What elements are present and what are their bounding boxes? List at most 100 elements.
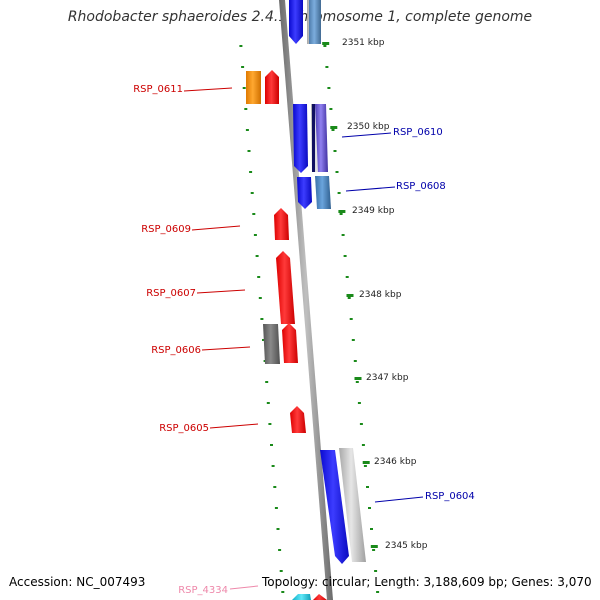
tick-mark bbox=[370, 528, 373, 530]
major-tick-mark bbox=[338, 210, 346, 213]
tick-mark bbox=[347, 297, 351, 299]
gene-arrow[interactable] bbox=[315, 104, 328, 172]
gene-arrow[interactable] bbox=[309, 0, 321, 44]
tick-mark bbox=[278, 549, 282, 551]
gene-arrow[interactable] bbox=[290, 406, 306, 433]
gene-label-rsp-0604[interactable]: RSP_0604 bbox=[425, 491, 475, 502]
tick-mark bbox=[339, 213, 343, 215]
tick-mark bbox=[242, 87, 246, 89]
major-tick-mark bbox=[362, 461, 370, 464]
tick-mark bbox=[276, 528, 280, 530]
reverse-strand-genes bbox=[246, 70, 327, 600]
gene-arrow[interactable] bbox=[276, 251, 295, 324]
kbp-label: 2351 kbp bbox=[342, 38, 385, 48]
gene-separator bbox=[312, 104, 315, 172]
tick-mark bbox=[335, 171, 339, 173]
tick-mark bbox=[268, 423, 272, 425]
gene-arrow[interactable] bbox=[339, 448, 366, 562]
tick-mark bbox=[252, 213, 256, 215]
tick-mark bbox=[329, 108, 333, 110]
gene-label-rsp-0611[interactable]: RSP_0611 bbox=[133, 84, 183, 95]
tick-mark bbox=[249, 171, 253, 173]
tick-mark bbox=[374, 570, 378, 572]
tick-mark bbox=[281, 591, 285, 593]
tick-mark bbox=[241, 66, 245, 68]
tick-mark bbox=[343, 255, 347, 257]
gene-arrow[interactable] bbox=[263, 324, 280, 364]
gene-label-rsp-0610[interactable]: RSP_0610 bbox=[393, 127, 443, 138]
tick-mark bbox=[341, 234, 345, 236]
tick-mark bbox=[325, 66, 329, 68]
tick-mark bbox=[250, 192, 254, 194]
gene-arrow[interactable] bbox=[274, 208, 289, 240]
tick-mark bbox=[355, 381, 359, 383]
tick-mark bbox=[258, 297, 262, 299]
tick-mark bbox=[247, 150, 251, 152]
gene-arrow[interactable] bbox=[282, 323, 298, 363]
tick-mark bbox=[345, 276, 349, 278]
tick-mark bbox=[368, 507, 371, 509]
tick-mark bbox=[274, 507, 278, 509]
tick-mark bbox=[255, 255, 259, 257]
tick-mark bbox=[363, 465, 367, 467]
tick-mark bbox=[357, 402, 361, 404]
leader-line bbox=[374, 496, 424, 503]
leader-line bbox=[201, 346, 251, 351]
gene-arrow[interactable] bbox=[297, 177, 312, 209]
tick-mark bbox=[327, 87, 331, 89]
gene-labels: RSP_0611 RSP_0610 RSP_0608 RSP_0609 RSP_… bbox=[133, 84, 475, 596]
leader-line bbox=[345, 186, 396, 192]
tick-mark bbox=[353, 360, 357, 362]
kbp-label: 2345 kbp bbox=[385, 541, 428, 551]
kbp-labels: 2351 kbp 2350 kbp 2349 kbp 2348 kbp 2347… bbox=[342, 38, 428, 551]
tick-mark bbox=[349, 318, 353, 320]
tick-mark bbox=[351, 339, 355, 341]
kbp-label: 2346 kbp bbox=[374, 457, 417, 467]
tick-mark bbox=[245, 129, 249, 131]
gene-arrow[interactable] bbox=[246, 71, 261, 104]
major-tick-mark bbox=[370, 545, 378, 548]
gene-label-rsp-0606[interactable]: RSP_0606 bbox=[151, 345, 201, 356]
gene-arrow[interactable] bbox=[265, 70, 279, 104]
gene-arrow[interactable] bbox=[292, 594, 311, 600]
forward-strand-genes bbox=[289, 0, 366, 564]
tick-mark bbox=[265, 381, 269, 383]
tick-mark bbox=[244, 108, 248, 110]
tick-mark bbox=[361, 444, 365, 446]
kbp-label: 2349 kbp bbox=[352, 206, 395, 216]
gene-arrow[interactable] bbox=[313, 594, 327, 600]
gene-arrow[interactable] bbox=[320, 450, 349, 564]
kbp-label: 2350 kbp bbox=[347, 122, 390, 132]
tick-mark bbox=[359, 423, 363, 425]
gene-label-rsp-0609[interactable]: RSP_0609 bbox=[141, 224, 191, 235]
chromosome-backbone bbox=[279, 0, 333, 600]
leader-line bbox=[183, 87, 233, 92]
gene-arrow[interactable] bbox=[289, 0, 303, 44]
tick-mark bbox=[257, 276, 261, 278]
major-tick-mark bbox=[330, 126, 338, 129]
tick-mark bbox=[376, 591, 380, 593]
kbp-label: 2347 kbp bbox=[366, 373, 409, 383]
gene-label-rsp-0608[interactable]: RSP_0608 bbox=[396, 181, 446, 192]
kbp-label: 2348 kbp bbox=[359, 290, 402, 300]
gene-label-rsp-0605[interactable]: RSP_0605 bbox=[159, 423, 209, 434]
gene-arrow[interactable] bbox=[315, 176, 331, 209]
major-tick-mark bbox=[322, 42, 330, 45]
tick-mark bbox=[253, 234, 257, 236]
accession-text: Accession: NC_007493 bbox=[9, 575, 146, 589]
tick-mark bbox=[331, 129, 335, 131]
position-ticks bbox=[239, 42, 380, 593]
leader-line bbox=[209, 423, 259, 429]
tick-mark bbox=[266, 402, 270, 404]
leader-line bbox=[341, 132, 392, 138]
tick-mark bbox=[337, 192, 341, 194]
gene-label-rsp-0607[interactable]: RSP_0607 bbox=[146, 288, 196, 299]
tick-mark bbox=[366, 486, 369, 488]
leader-line bbox=[196, 289, 246, 294]
tick-mark bbox=[239, 45, 243, 47]
gene-label-rsp-4334[interactable]: RSP_4334 bbox=[178, 585, 228, 596]
gene-arrow[interactable] bbox=[293, 104, 308, 173]
leader-line bbox=[229, 585, 259, 590]
major-tick-mark bbox=[346, 294, 354, 297]
